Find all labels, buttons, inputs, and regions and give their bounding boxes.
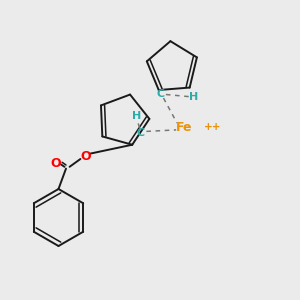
Text: Fe: Fe <box>176 121 193 134</box>
Text: H: H <box>189 92 198 102</box>
Text: O: O <box>50 157 61 170</box>
Text: ++: ++ <box>203 122 221 132</box>
Text: C: C <box>156 89 165 100</box>
Text: C: C <box>137 128 145 138</box>
Text: O: O <box>80 150 91 163</box>
Text: H: H <box>132 111 141 122</box>
